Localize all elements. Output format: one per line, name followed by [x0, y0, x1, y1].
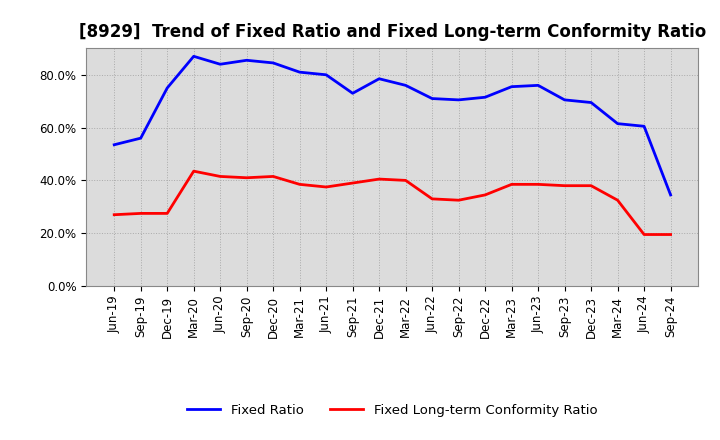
Fixed Ratio [666, 192, 675, 198]
Fixed Long-term Conformity Ratio [295, 182, 304, 187]
Fixed Long-term Conformity Ratio [481, 192, 490, 198]
Fixed Ratio [508, 84, 516, 89]
Fixed Ratio [110, 142, 119, 147]
Fixed Ratio [375, 76, 384, 81]
Legend: Fixed Ratio, Fixed Long-term Conformity Ratio: Fixed Ratio, Fixed Long-term Conformity … [182, 398, 603, 422]
Fixed Ratio [295, 70, 304, 75]
Fixed Ratio [401, 83, 410, 88]
Fixed Ratio [322, 72, 330, 77]
Fixed Ratio [216, 62, 225, 67]
Fixed Long-term Conformity Ratio [587, 183, 595, 188]
Fixed Ratio [587, 100, 595, 105]
Fixed Long-term Conformity Ratio [640, 232, 649, 237]
Fixed Long-term Conformity Ratio [454, 198, 463, 203]
Fixed Ratio [613, 121, 622, 126]
Fixed Ratio [243, 58, 251, 63]
Fixed Long-term Conformity Ratio [401, 178, 410, 183]
Fixed Long-term Conformity Ratio [269, 174, 277, 179]
Fixed Long-term Conformity Ratio [216, 174, 225, 179]
Fixed Ratio [428, 96, 436, 101]
Fixed Ratio [481, 95, 490, 100]
Fixed Long-term Conformity Ratio [375, 176, 384, 182]
Fixed Ratio [163, 85, 171, 91]
Fixed Long-term Conformity Ratio [613, 198, 622, 203]
Fixed Long-term Conformity Ratio [243, 175, 251, 180]
Fixed Long-term Conformity Ratio [136, 211, 145, 216]
Fixed Long-term Conformity Ratio [322, 184, 330, 190]
Fixed Long-term Conformity Ratio [560, 183, 569, 188]
Fixed Ratio [136, 136, 145, 141]
Fixed Ratio [189, 54, 198, 59]
Fixed Long-term Conformity Ratio [534, 182, 542, 187]
Fixed Long-term Conformity Ratio [666, 232, 675, 237]
Fixed Ratio [534, 83, 542, 88]
Fixed Ratio [560, 97, 569, 103]
Fixed Ratio [348, 91, 357, 96]
Fixed Long-term Conformity Ratio [508, 182, 516, 187]
Fixed Long-term Conformity Ratio [348, 180, 357, 186]
Line: Fixed Long-term Conformity Ratio: Fixed Long-term Conformity Ratio [114, 171, 670, 235]
Fixed Long-term Conformity Ratio [189, 169, 198, 174]
Fixed Ratio [454, 97, 463, 103]
Fixed Long-term Conformity Ratio [163, 211, 171, 216]
Line: Fixed Ratio: Fixed Ratio [114, 56, 670, 195]
Fixed Long-term Conformity Ratio [428, 196, 436, 202]
Fixed Ratio [640, 124, 649, 129]
Title: [8929]  Trend of Fixed Ratio and Fixed Long-term Conformity Ratio: [8929] Trend of Fixed Ratio and Fixed Lo… [78, 23, 706, 41]
Fixed Long-term Conformity Ratio [110, 212, 119, 217]
Fixed Ratio [269, 60, 277, 66]
